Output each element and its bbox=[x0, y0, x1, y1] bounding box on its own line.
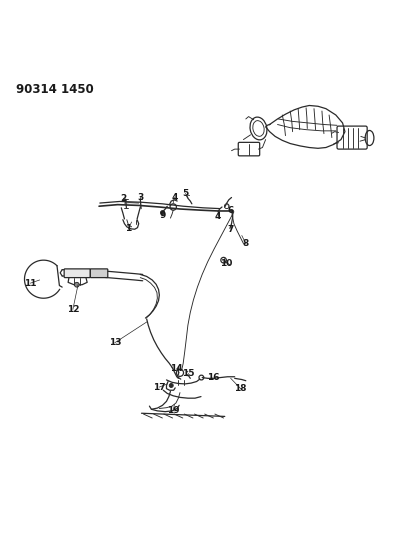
Text: 8: 8 bbox=[243, 239, 249, 248]
Text: 18: 18 bbox=[234, 384, 247, 393]
Text: 11: 11 bbox=[24, 279, 37, 288]
Text: 5: 5 bbox=[182, 189, 189, 198]
Text: 19: 19 bbox=[167, 406, 179, 415]
Text: 14: 14 bbox=[170, 365, 183, 373]
Text: 13: 13 bbox=[109, 338, 121, 347]
Text: 15: 15 bbox=[182, 369, 195, 378]
Circle shape bbox=[74, 282, 79, 287]
Text: 4: 4 bbox=[215, 212, 221, 221]
Text: 90314 1450: 90314 1450 bbox=[16, 83, 94, 96]
Text: 6: 6 bbox=[228, 206, 234, 215]
Text: 17: 17 bbox=[153, 383, 166, 392]
Text: 3: 3 bbox=[137, 193, 143, 202]
Text: 10: 10 bbox=[220, 259, 232, 268]
Text: 12: 12 bbox=[66, 305, 79, 314]
Circle shape bbox=[169, 384, 173, 387]
FancyBboxPatch shape bbox=[64, 269, 90, 278]
Text: 9: 9 bbox=[159, 211, 166, 220]
Text: 2: 2 bbox=[121, 194, 127, 203]
Text: 1: 1 bbox=[125, 224, 131, 233]
Circle shape bbox=[160, 211, 164, 215]
Text: 7: 7 bbox=[228, 225, 234, 233]
Text: 4: 4 bbox=[171, 193, 178, 202]
FancyBboxPatch shape bbox=[90, 269, 108, 278]
Text: 16: 16 bbox=[207, 373, 219, 382]
